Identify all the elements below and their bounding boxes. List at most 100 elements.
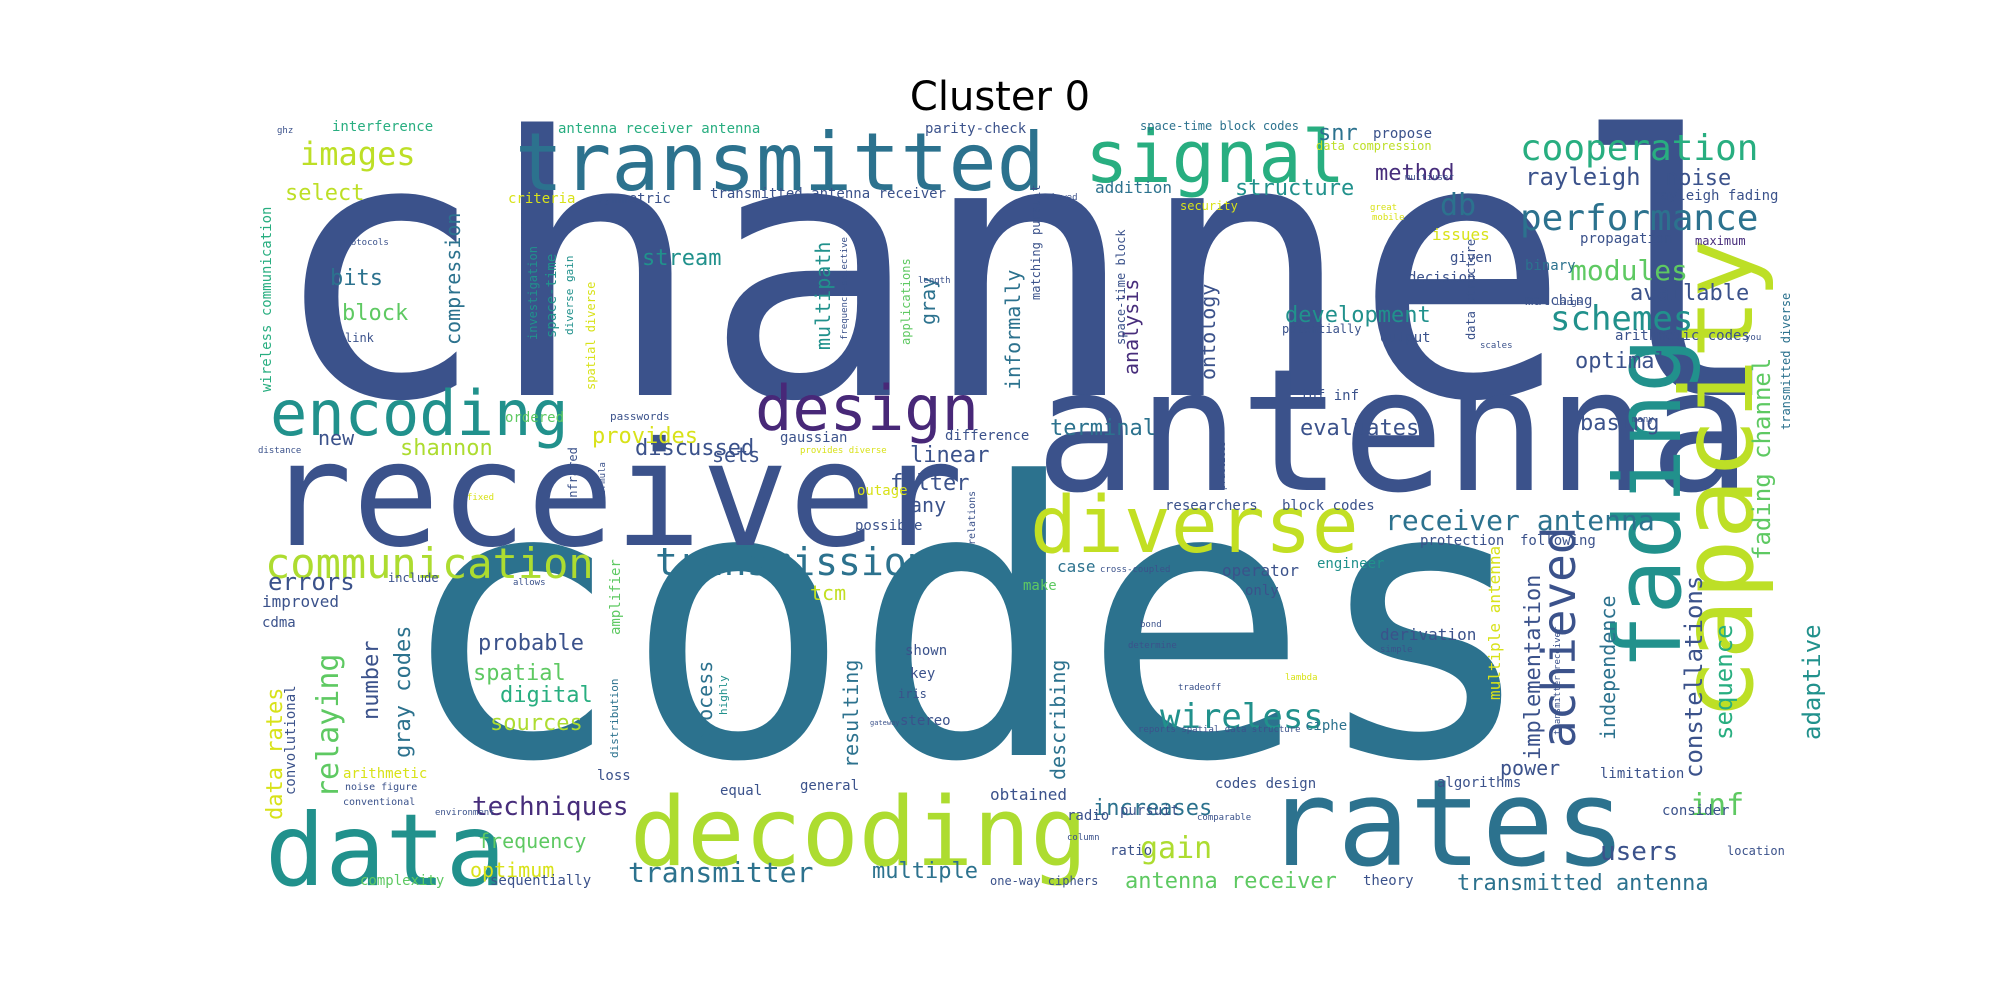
word-antenna-receiver: antenna receiver [1125,869,1337,894]
word-rayleigh-fading: rayleigh fading [1652,188,1778,204]
word-noise: noise [1665,166,1731,191]
word-provides: provides [592,424,698,449]
word-link: link [345,331,375,345]
word-gateway: gateway [870,719,900,727]
word-channel: channel [270,61,1787,480]
word-arithmetic-codes: arithmetic codes [1615,328,1750,344]
word-matching-pursuit: matching pursuit [1029,184,1043,300]
word-one-way-ciphers: one-way ciphers [990,874,1098,888]
word-wireless: wireless [1160,697,1324,737]
word-analysis: analysis [1119,279,1143,375]
word-wireless-communication: wireless communication [259,207,275,392]
word-users: users [1600,837,1678,867]
word-criteria: criteria [508,191,575,207]
word-possible: possible [855,518,922,534]
word-terminal: terminal [1050,416,1156,441]
word-ciphers: ciphers [1305,718,1364,734]
word-inf: inf [1690,788,1744,823]
word-sequentially: sequentially [490,873,591,889]
word-pursuit: pursuit [1120,803,1179,819]
word-consider: consider [1662,803,1729,819]
word-any: any [910,493,946,517]
word-issues: issues [1432,225,1490,244]
word-multiple-antenna: multiple antenna [1485,546,1504,700]
word-column: column [1067,833,1100,843]
word-filter: filter [890,471,969,496]
word-development: development [1285,303,1431,328]
word-capacity: capacity [1659,238,1776,720]
word-antenna-receiver-antenna: antenna receiver antenna [558,121,760,137]
word-transmitter-receiver: transmitter receiver [1553,626,1563,735]
word-diverse: diverse [1030,481,1359,571]
word-applications: applications [899,258,913,345]
word-propose: propose [1373,126,1432,142]
word-cdma: cdma [262,615,296,631]
word-binary: binary [1525,258,1576,274]
word-compression: compression [441,213,465,345]
word-codes: codes [395,402,1539,845]
word-spatial-diverse: spatial diverse [584,282,598,390]
word-bond: bond [1140,620,1162,630]
word-gain: gain [1140,831,1212,866]
word-viewed: viewed [1045,193,1078,203]
word-noise-figure: noise figure [345,782,417,793]
word-communication: communication [265,539,594,588]
word-bits: bits [330,266,383,291]
word-sources: sources [490,711,583,736]
word-diverse-gain: diverse gain [563,256,576,335]
word-decoding: decoding [630,778,1088,888]
word-tcm: tcm [810,581,846,605]
word-only: only [1245,583,1279,599]
word-ordered: ordered [505,410,564,426]
word-design: design [755,372,979,445]
word-derivation: derivation [1380,625,1476,644]
word-interference: interference [332,119,433,135]
word-you: you [1745,333,1761,343]
word-case: case [1057,557,1096,576]
word-space-time: space-time [544,254,560,338]
word-cross-coupled: cross-coupled [1100,565,1170,575]
word-antenna: antenna [1035,333,1751,531]
word-receiver-antenna: receiver antenna [1385,504,1655,537]
word-new: new [318,426,355,450]
word-obtained: obtained [990,785,1067,804]
word-sequence: sequence [1710,624,1738,740]
word-data: data [265,792,506,909]
word-method: method [1375,161,1454,186]
word-operator: operator [1222,561,1299,580]
word-shannon: shannon [400,436,493,461]
word-relaying: relaying [311,654,346,799]
word-key: key [910,666,935,682]
word-environment: environment [435,808,495,818]
word-comparable: comparable [1197,813,1251,823]
word-simple: simple [1380,645,1413,655]
word-fading: fading [1595,338,1702,670]
word-receiver: receiver [265,411,963,580]
word-general: general [800,778,859,794]
chart-title: Cluster 0 [910,74,1090,120]
word-parity-check: parity-check [925,121,1027,137]
word-lambda: lambda [1285,673,1318,683]
word-discussed: discussed [635,436,754,461]
word-rates: rates [1265,755,1626,894]
word-frequency: frequency [478,829,586,853]
word-space-time-block-codes: space-time block codes [1140,119,1299,133]
word-data-compression: data compression [1316,139,1432,153]
word-protocols: protocols [340,238,389,248]
word-include: include [388,571,439,585]
word-arithmetic: arithmetic [343,766,427,782]
word-cooperation: cooperation [1520,128,1758,169]
word-linear: linear [910,443,989,468]
word-propagation: propagation [1580,231,1673,247]
word-difference: difference [945,428,1029,444]
word-equal: equal [720,783,762,799]
word-evaluates: evaluates [1300,416,1419,441]
word-symmetric: symmetric [595,191,671,207]
word-stream: stream [642,246,721,271]
word-mobile: mobile [1372,213,1405,223]
word-transmitted-diverse: transmitted diverse [1779,293,1793,430]
word-location: location [1727,844,1785,858]
word-images: images [300,135,416,173]
